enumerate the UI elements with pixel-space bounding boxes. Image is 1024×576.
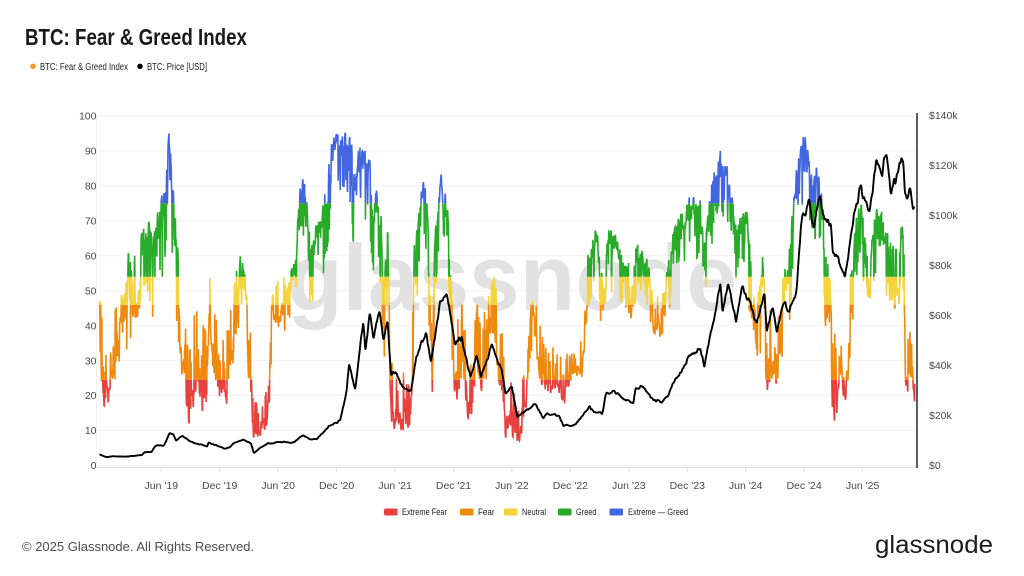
svg-text:80: 80 — [85, 181, 97, 193]
svg-text:Fear: Fear — [478, 507, 495, 517]
svg-text:$80k: $80k — [929, 260, 953, 272]
svg-text:© 2025 Glassnode. All Rights R: © 2025 Glassnode. All Rights Reserved. — [22, 539, 254, 554]
svg-text:Dec '21: Dec '21 — [436, 480, 471, 492]
svg-text:30: 30 — [85, 355, 97, 367]
svg-text:$140k: $140k — [929, 110, 958, 122]
svg-text:70: 70 — [85, 216, 97, 228]
svg-text:0: 0 — [91, 460, 97, 472]
svg-text:glassnode: glassnode — [875, 531, 993, 559]
svg-text:Jun '25: Jun '25 — [846, 480, 880, 492]
svg-text:Jun '20: Jun '20 — [261, 480, 295, 492]
svg-text:90: 90 — [85, 146, 97, 158]
svg-text:Jun '19: Jun '19 — [145, 480, 179, 492]
svg-text:$120k: $120k — [929, 160, 958, 172]
svg-text:Jun '24: Jun '24 — [729, 480, 763, 492]
svg-text:Dec '24: Dec '24 — [786, 480, 821, 492]
svg-text:$60k: $60k — [929, 310, 953, 322]
svg-text:50: 50 — [85, 285, 97, 297]
svg-text:Dec '23: Dec '23 — [670, 480, 705, 492]
svg-text:Dec '19: Dec '19 — [202, 480, 237, 492]
svg-text:40: 40 — [85, 320, 97, 332]
svg-text:Neutral: Neutral — [522, 507, 546, 517]
svg-text:20: 20 — [85, 390, 97, 402]
svg-text:$40k: $40k — [929, 360, 953, 372]
svg-text:Jun '23: Jun '23 — [612, 480, 646, 492]
svg-text:60: 60 — [85, 251, 97, 263]
svg-text:Dec '22: Dec '22 — [553, 480, 588, 492]
svg-text:Extreme — Greed: Extreme — Greed — [628, 507, 688, 517]
svg-text:BTC: Fear & Greed Index: BTC: Fear & Greed Index — [25, 24, 247, 50]
svg-text:100: 100 — [79, 111, 97, 123]
svg-text:$20k: $20k — [929, 410, 953, 422]
svg-text:$100k: $100k — [929, 210, 958, 222]
svg-text:Jun '21: Jun '21 — [378, 480, 412, 492]
svg-text:BTC: Price [USD]: BTC: Price [USD] — [147, 62, 207, 73]
svg-text:Dec '20: Dec '20 — [319, 480, 354, 492]
svg-text:$0: $0 — [929, 460, 941, 472]
svg-text:10: 10 — [85, 425, 97, 437]
svg-text:Extreme Fear: Extreme Fear — [402, 507, 447, 517]
svg-text:Jun '22: Jun '22 — [495, 480, 529, 492]
svg-text:Greed: Greed — [576, 507, 597, 517]
svg-text:BTC: Fear & Greed Index: BTC: Fear & Greed Index — [40, 62, 128, 73]
